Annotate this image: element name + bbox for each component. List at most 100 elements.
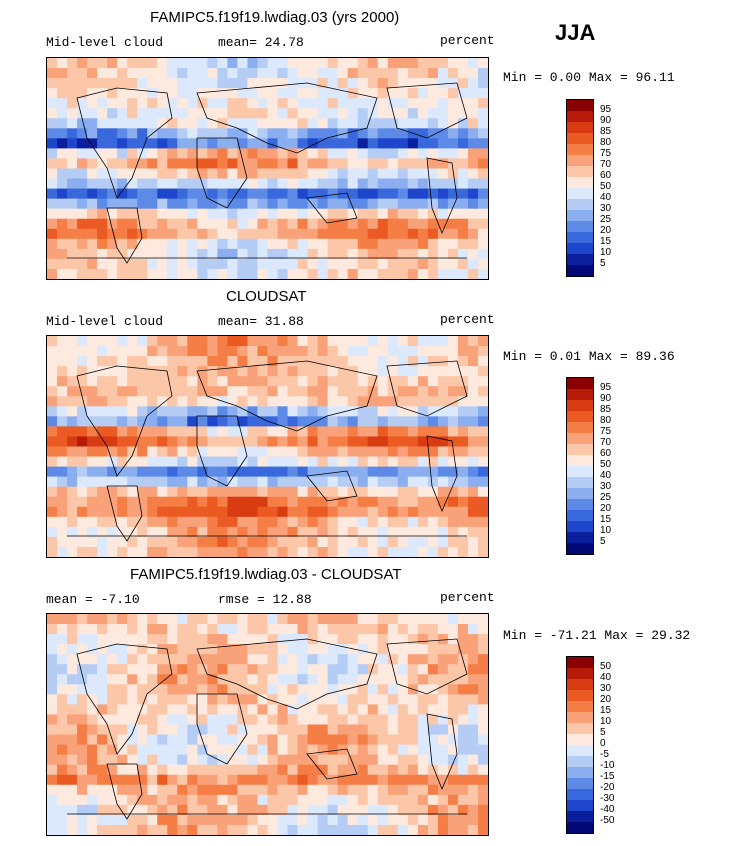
heatmap-cell (467, 386, 479, 397)
heatmap-cell (197, 238, 208, 250)
colorbar-tick-label: 10 (600, 716, 612, 727)
heatmap-cell (207, 466, 218, 478)
heatmap-cell (227, 624, 239, 635)
heatmap-cell (187, 268, 198, 279)
heatmap-cell (247, 546, 259, 557)
panel-2-mean-label: mean= 31.88 (218, 314, 304, 329)
heatmap-cell (467, 734, 479, 746)
heatmap-cell (427, 526, 439, 538)
heatmap-cell (447, 238, 459, 250)
heatmap-cell (117, 684, 128, 695)
heatmap-cell (347, 614, 359, 625)
heatmap-cell (217, 436, 229, 448)
colorbar-cell (567, 811, 593, 822)
heatmap-cell (227, 138, 239, 150)
heatmap-cell (257, 764, 269, 776)
heatmap-cell (147, 704, 158, 716)
heatmap-cell (327, 764, 339, 776)
heatmap-cell (267, 78, 279, 89)
heatmap-cell (47, 168, 58, 180)
heatmap-cell (287, 476, 299, 488)
heatmap-cell (217, 128, 229, 139)
heatmap-cell (137, 108, 148, 119)
heatmap-cell (157, 406, 168, 417)
heatmap-cell (47, 108, 58, 119)
heatmap-cell (247, 248, 259, 260)
heatmap-cell (237, 356, 249, 367)
colorbar-tick-label: 90 (600, 393, 612, 404)
heatmap-cell (437, 684, 449, 695)
heatmap-cell (47, 724, 58, 736)
heatmap-cell (247, 416, 259, 428)
heatmap-cell (367, 784, 379, 796)
heatmap-cell (287, 516, 299, 528)
heatmap-cell (207, 426, 218, 438)
heatmap-cell (357, 258, 369, 270)
heatmap-cell (57, 754, 68, 766)
heatmap-cell (267, 516, 279, 528)
heatmap-cell (357, 456, 369, 468)
heatmap-cell (87, 546, 98, 557)
heatmap-cell (367, 744, 379, 756)
heatmap-cell (397, 546, 409, 557)
heatmap-cell (407, 426, 419, 438)
colorbar-cell (567, 166, 593, 177)
heatmap-cell (407, 386, 419, 397)
panel-3-map (46, 613, 489, 836)
heatmap-cell (347, 78, 359, 89)
heatmap-cell (227, 366, 239, 377)
heatmap-cell (107, 98, 118, 109)
heatmap-cell (317, 654, 329, 665)
heatmap-cell (377, 128, 389, 139)
heatmap-cell (457, 764, 469, 776)
panel-2-heatmap (47, 336, 488, 557)
heatmap-cell (217, 466, 229, 478)
heatmap-cell (467, 178, 479, 190)
heatmap-cell (387, 614, 399, 625)
heatmap-cell (197, 654, 208, 665)
heatmap-cell (197, 158, 208, 170)
heatmap-cell (237, 466, 249, 478)
heatmap-cell (287, 258, 299, 270)
heatmap-cell (227, 526, 239, 538)
heatmap-cell (417, 724, 429, 736)
heatmap-cell (157, 436, 168, 448)
heatmap-cell (387, 356, 399, 367)
heatmap-cell (167, 446, 178, 458)
heatmap-cell (247, 446, 259, 458)
heatmap-cell (387, 536, 399, 548)
heatmap-cell (327, 774, 339, 786)
heatmap-cell (207, 396, 218, 407)
heatmap-cell (407, 546, 419, 557)
heatmap-cell (447, 108, 459, 119)
heatmap-cell (67, 654, 78, 665)
heatmap-cell (67, 88, 78, 99)
heatmap-cell (77, 784, 88, 796)
heatmap-cell (137, 804, 148, 816)
heatmap-cell (107, 654, 118, 665)
heatmap-cell (347, 158, 359, 170)
heatmap-cell (417, 138, 429, 150)
heatmap-cell (97, 674, 108, 685)
heatmap-cell (227, 824, 239, 835)
heatmap-cell (247, 694, 259, 706)
heatmap-cell (397, 526, 409, 538)
heatmap-cell (57, 248, 68, 260)
heatmap-cell (367, 644, 379, 655)
heatmap-cell (237, 138, 249, 150)
heatmap-cell (207, 654, 218, 665)
heatmap-cell (377, 764, 389, 776)
heatmap-cell (297, 416, 309, 428)
heatmap-cell (87, 436, 98, 448)
heatmap-cell (457, 456, 469, 468)
colorbar-tick-label: 80 (600, 137, 612, 148)
heatmap-cell (347, 168, 359, 180)
heatmap-cell (207, 58, 218, 69)
heatmap-cell (107, 704, 118, 716)
heatmap-cell (77, 794, 88, 806)
heatmap-cell (337, 814, 349, 826)
heatmap-cell (237, 526, 249, 538)
heatmap-cell (117, 228, 128, 240)
heatmap-cell (377, 446, 389, 458)
heatmap-cell (97, 714, 108, 726)
